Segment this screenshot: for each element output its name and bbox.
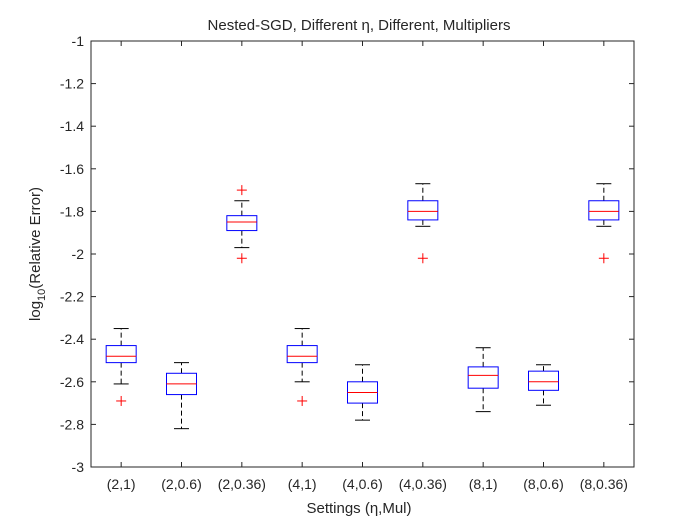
y-tick-label: -2 (72, 246, 85, 262)
box-(4,0.6) (347, 364, 378, 421)
y-axis-label-suffix: (Relative Error) (27, 187, 44, 289)
x-tick-label: (4,1) (288, 476, 317, 492)
y-axis: -3 -2.8 -2.6 -2.4 -2.2 -2 -1.8 -1.6 -1.4 -1.2 -1 (60, 33, 634, 475)
interquartile-box (286, 345, 318, 364)
x-tick-label: (4,0.6) (342, 476, 382, 492)
box-(8,1) (467, 347, 499, 413)
outlier-marker (417, 253, 428, 264)
y-tick-label: -2.6 (60, 374, 84, 390)
y-tick-label: -1.4 (60, 118, 84, 134)
y-tick-label: -1.8 (60, 203, 84, 219)
interquartile-box (105, 345, 137, 364)
box-(2,1) (105, 328, 137, 406)
interquartile-box (467, 366, 499, 389)
y-tick-label: -1.6 (60, 161, 84, 177)
interquartile-box (226, 215, 258, 232)
interquartile-box (528, 370, 559, 391)
x-tick-label: (8,1) (469, 476, 498, 492)
x-tick-label: (4,0.36) (399, 476, 447, 492)
box-(8,0.6) (528, 364, 559, 406)
y-tick-label: -2.8 (60, 416, 84, 432)
y-axis-label-prefix: log (27, 301, 44, 321)
x-tick-label: (2,0.36) (218, 476, 266, 492)
outlier-marker (116, 395, 127, 406)
x-tick-label: (8,0.6) (523, 476, 563, 492)
chart-title: Nested-SGD, Different η, Different, Mult… (208, 17, 511, 34)
x-axis: (2,1) (2,0.6) (2,0.36) (4,1) (4,0.6) (4,0.36)… (107, 41, 628, 492)
x-tick-label: (8,0.36) (580, 476, 628, 492)
box-(4,0.36) (407, 183, 439, 264)
box-(2,0.6) (166, 362, 197, 430)
x-tick-label: (2,1) (107, 476, 136, 492)
box-(2,0.36) (226, 185, 258, 264)
y-tick-label: -2.4 (60, 331, 84, 347)
box-(8,0.36) (588, 183, 620, 264)
x-axis-label: Settings (η,Mul) (306, 500, 411, 517)
outlier-marker (297, 395, 308, 406)
y-tick-label: -2.2 (60, 289, 84, 305)
outlier-marker (598, 253, 609, 264)
box-(4,1) (286, 328, 318, 406)
boxes (105, 183, 620, 430)
y-tick-label: -3 (72, 459, 85, 475)
interquartile-box (588, 200, 620, 221)
outlier-marker (236, 185, 247, 196)
y-tick-label: -1 (72, 33, 85, 49)
y-axis-label: log10(Relative Error) (27, 187, 48, 321)
x-tick-label: (2,0.6) (161, 476, 201, 492)
y-tick-label: -1.2 (60, 76, 84, 92)
y-axis-label-subscript: 10 (36, 289, 48, 301)
interquartile-box (407, 200, 439, 221)
outlier-marker (236, 253, 247, 264)
